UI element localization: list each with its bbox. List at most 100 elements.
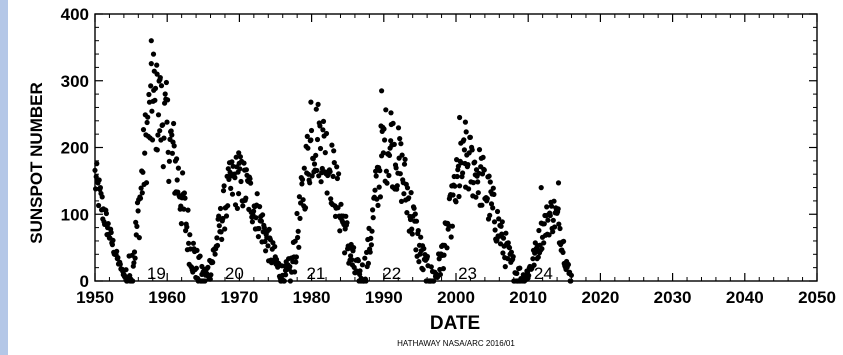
data-point	[234, 205, 240, 211]
data-point	[545, 217, 551, 223]
data-point	[440, 266, 446, 272]
data-point	[413, 218, 420, 224]
data-point	[556, 221, 562, 227]
data-point	[313, 152, 319, 158]
data-point	[500, 250, 506, 256]
data-point	[409, 231, 415, 237]
data-point	[154, 147, 160, 153]
data-point	[307, 180, 313, 186]
data-point	[123, 267, 129, 273]
data-point	[208, 272, 214, 278]
data-point	[317, 145, 324, 152]
data-point	[295, 228, 301, 234]
data-point	[399, 152, 405, 158]
x-tick-label: 1960	[148, 288, 186, 307]
data-point	[160, 164, 166, 170]
data-point	[469, 147, 475, 153]
data-point	[406, 195, 412, 201]
data-point	[296, 244, 302, 250]
data-point	[99, 194, 105, 200]
data-point	[332, 213, 339, 219]
data-point	[557, 225, 563, 232]
data-point	[506, 245, 513, 251]
x-tick-label: 1950	[76, 288, 114, 307]
data-point	[161, 135, 167, 141]
data-point	[105, 221, 111, 227]
data-point	[132, 255, 138, 261]
data-point	[302, 205, 309, 211]
data-point	[229, 191, 236, 197]
data-point	[538, 185, 544, 191]
data-point	[162, 91, 168, 97]
data-point	[331, 160, 337, 166]
data-point	[484, 196, 490, 202]
data-point	[424, 253, 430, 260]
data-point	[210, 259, 216, 265]
data-point	[401, 191, 407, 197]
data-point	[308, 137, 314, 143]
data-point	[470, 180, 476, 186]
data-point	[133, 219, 139, 225]
data-point	[331, 148, 337, 154]
data-point	[110, 237, 116, 243]
data-point	[169, 150, 175, 156]
y-tick-label: 300	[61, 72, 89, 91]
data-point	[197, 253, 203, 259]
data-point	[138, 185, 144, 191]
data-point	[212, 251, 218, 257]
data-point	[131, 249, 138, 255]
data-point	[383, 168, 389, 174]
data-point	[390, 120, 396, 126]
data-point	[492, 227, 498, 233]
data-point	[401, 161, 408, 167]
data-point	[143, 180, 150, 186]
data-point	[436, 256, 442, 262]
data-point	[299, 176, 306, 183]
data-point	[150, 51, 157, 57]
cycle-label: 19	[147, 264, 166, 283]
data-point	[357, 268, 363, 274]
data-point	[229, 159, 235, 165]
data-point	[503, 230, 509, 236]
data-point	[304, 133, 310, 139]
data-point	[377, 168, 383, 174]
left-edge-strip	[0, 0, 8, 355]
data-point	[373, 173, 379, 179]
data-point	[335, 205, 341, 211]
data-point	[218, 229, 224, 235]
data-point	[499, 219, 505, 225]
data-point	[535, 254, 541, 260]
data-point	[297, 215, 303, 221]
data-point	[182, 195, 188, 201]
data-point	[404, 185, 411, 191]
data-point	[214, 242, 221, 249]
data-point	[168, 128, 174, 134]
data-point	[140, 169, 146, 175]
data-point	[491, 191, 497, 197]
data-point	[421, 246, 427, 252]
x-tick-label: 2030	[654, 288, 692, 307]
data-points	[92, 38, 575, 284]
data-point	[550, 229, 556, 235]
data-point	[181, 206, 187, 212]
y-tick-label: 400	[61, 5, 89, 24]
data-point	[496, 216, 502, 222]
data-point	[487, 212, 493, 218]
data-point	[343, 213, 349, 219]
y-tick-label: 100	[61, 205, 89, 224]
data-point	[480, 154, 486, 160]
x-axis-title: DATE	[430, 313, 480, 334]
data-point	[175, 165, 181, 171]
data-point	[404, 210, 410, 216]
data-point	[336, 171, 342, 177]
data-point	[137, 195, 144, 201]
data-point	[481, 167, 487, 173]
data-point	[142, 150, 148, 156]
data-point	[225, 203, 231, 209]
data-point	[550, 217, 556, 223]
data-point	[375, 202, 381, 208]
data-point	[479, 171, 486, 177]
data-point	[544, 204, 550, 210]
x-tick-label: 1980	[293, 288, 331, 307]
data-point	[466, 186, 472, 192]
